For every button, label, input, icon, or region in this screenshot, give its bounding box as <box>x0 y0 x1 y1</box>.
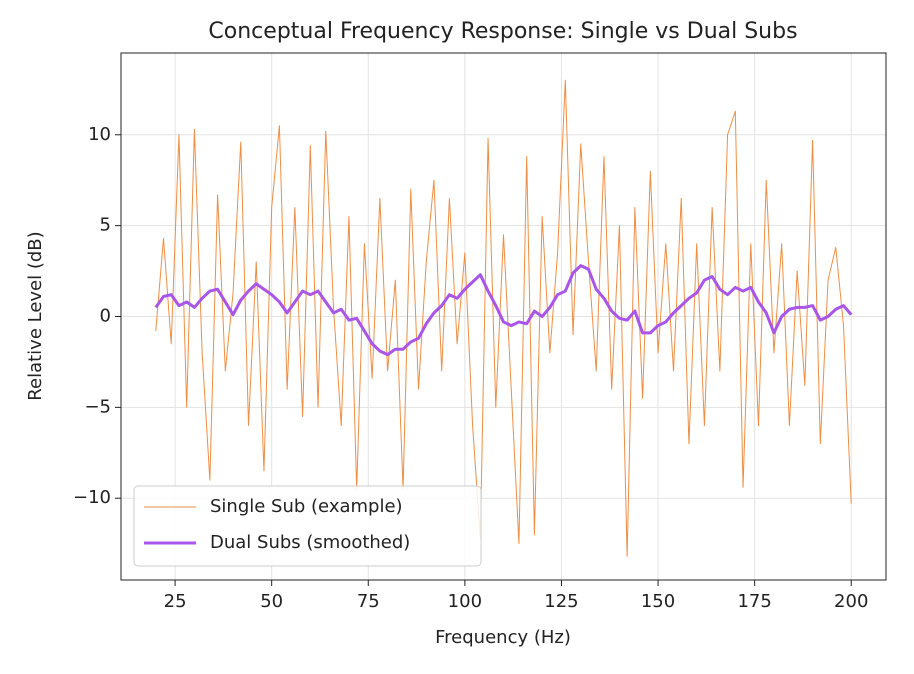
y-tick-label: 0 <box>100 306 111 327</box>
x-tick-label: 25 <box>164 591 187 612</box>
y-tick-label: −10 <box>73 487 111 508</box>
x-tick-label: 175 <box>737 591 771 612</box>
x-axis-label: Frequency (Hz) <box>435 627 571 648</box>
legend-box <box>133 485 482 567</box>
x-tick-label: 100 <box>448 591 482 612</box>
series-line <box>155 79 852 557</box>
x-tick-label: 150 <box>641 591 675 612</box>
legend-label: Single Sub (example) <box>210 496 403 517</box>
x-tick-label: 125 <box>544 591 578 612</box>
x-tick-label: 50 <box>260 591 283 612</box>
x-tick-label: 75 <box>357 591 380 612</box>
plot-frame <box>120 52 887 581</box>
y-tick-label: −5 <box>84 396 111 417</box>
y-axis-label: Relative Level (dB) <box>25 231 46 400</box>
y-tick-label: 5 <box>100 215 111 236</box>
legend-label: Dual Subs (smoothed) <box>210 532 410 553</box>
chart-title: Conceptual Frequency Response: Single vs… <box>208 19 797 44</box>
x-tick-label: 200 <box>834 591 868 612</box>
series-line <box>154 264 853 357</box>
y-tick-label: 10 <box>88 124 111 145</box>
